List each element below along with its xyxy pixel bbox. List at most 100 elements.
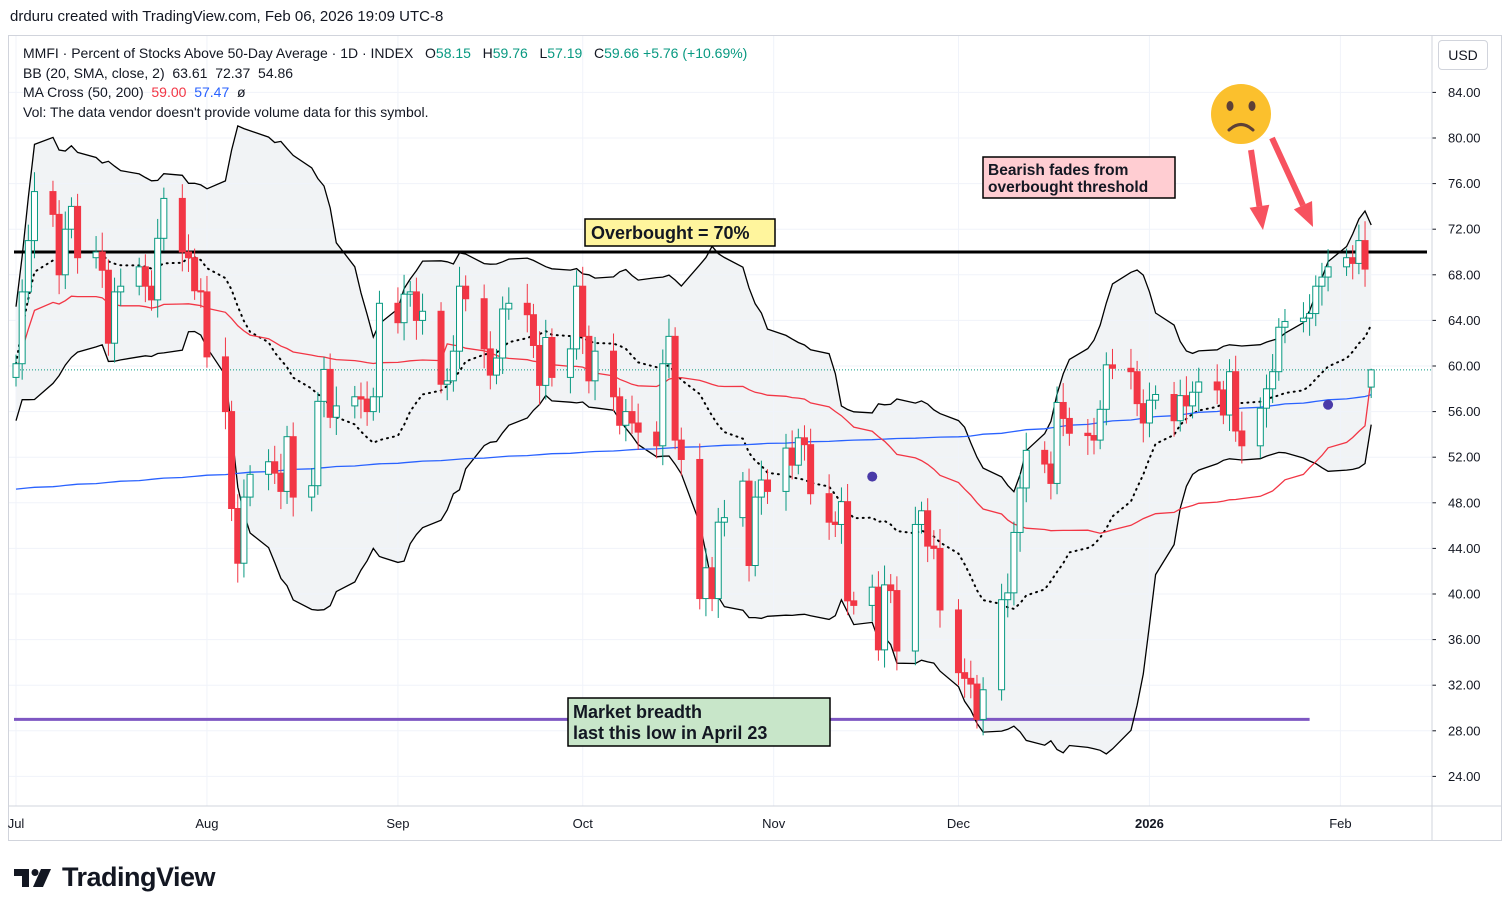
candle-body-down xyxy=(1047,463,1055,484)
candle xyxy=(1010,521,1018,606)
ma-cross-symbol: ø xyxy=(237,84,246,100)
candle-body-up xyxy=(30,191,38,242)
x-tick-label: Dec xyxy=(947,816,971,831)
candle-body-down xyxy=(893,590,901,652)
candle-body-down xyxy=(585,335,593,382)
candle-body-down xyxy=(221,356,229,413)
candle xyxy=(548,328,556,387)
candle-body-up xyxy=(573,285,581,350)
candle xyxy=(412,277,420,340)
candle xyxy=(203,275,211,368)
candle-body-down xyxy=(831,521,839,525)
currency-button[interactable]: USD xyxy=(1438,40,1488,70)
y-tick-label: 72.00 xyxy=(1448,222,1481,237)
candle-body-down xyxy=(191,257,199,292)
candle-body-up xyxy=(1102,364,1110,410)
candle xyxy=(714,507,722,618)
candle-body-up xyxy=(406,291,414,295)
candle xyxy=(74,193,82,274)
candle xyxy=(751,481,759,577)
candle-body-down xyxy=(764,479,772,492)
candle xyxy=(332,386,340,435)
open-label: O xyxy=(425,45,436,61)
tradingview-logo[interactable]: TradingView xyxy=(14,862,216,893)
candle-body-down xyxy=(800,437,808,446)
candle xyxy=(1189,381,1197,419)
y-tick-label: 32.00 xyxy=(1448,678,1481,693)
candle-body-up xyxy=(160,197,168,239)
chart-caption: drduru created with TradingView.com, Feb… xyxy=(10,8,444,25)
candle xyxy=(12,354,20,387)
candle xyxy=(529,303,537,359)
candle-body-up xyxy=(979,689,987,720)
candle-body-down xyxy=(234,508,242,564)
y-tick-label: 48.00 xyxy=(1448,495,1481,510)
candle-body-down xyxy=(529,314,537,346)
change-value: +5.76 (+10.69%) xyxy=(643,45,748,61)
candle-body-up xyxy=(449,350,457,382)
x-tick-label: Sep xyxy=(386,816,409,831)
vol-legend-row[interactable]: Vol: The data vendor doesn't provide vol… xyxy=(23,103,747,123)
candle-body-down xyxy=(548,337,556,378)
ma-legend-row[interactable]: MA Cross (50, 200) 59.00 57.47 ø xyxy=(23,83,747,103)
candle-body-down xyxy=(634,422,642,433)
candle-body-up xyxy=(456,285,464,352)
y-tick-label: 52.00 xyxy=(1448,450,1481,465)
candle xyxy=(800,425,808,461)
candle-body-up xyxy=(1299,317,1307,323)
candle xyxy=(326,353,334,429)
candle xyxy=(154,218,162,318)
y-tick-label: 40.00 xyxy=(1448,587,1481,602)
candle-body-up xyxy=(720,517,728,523)
candle-body-up xyxy=(246,473,254,498)
bearish-label-box xyxy=(982,156,1176,199)
candle xyxy=(308,468,316,512)
candle-body-up xyxy=(1318,276,1326,287)
candle-body-up xyxy=(1152,394,1160,401)
candle-body-down xyxy=(961,672,969,679)
candle xyxy=(1102,352,1110,426)
candle xyxy=(240,479,248,578)
overbought-label-box xyxy=(584,218,776,247)
candle-body-down xyxy=(363,398,371,413)
candle xyxy=(1318,262,1326,306)
chart-frame xyxy=(8,35,1502,841)
x-tick-label: 2026 xyxy=(1135,816,1164,831)
candle xyxy=(400,274,408,341)
candle xyxy=(1133,360,1141,417)
candle xyxy=(437,302,445,394)
candle xyxy=(221,337,229,430)
candle-body-up xyxy=(92,251,100,259)
candle xyxy=(782,433,790,511)
candle-body-down xyxy=(1349,257,1357,264)
candle-body-up xyxy=(1281,321,1289,328)
candle xyxy=(480,284,488,369)
candle-body-up xyxy=(702,567,710,600)
candle xyxy=(357,382,365,419)
symbol-legend-row[interactable]: MMFI · Percent of Stocks Above 50-Day Av… xyxy=(23,44,747,64)
candle xyxy=(1361,221,1369,287)
logo-text: TradingView xyxy=(62,862,216,892)
face-eye-left xyxy=(1226,101,1234,111)
candle-body-up xyxy=(1226,371,1234,416)
candle-body-down xyxy=(486,348,494,376)
candle xyxy=(1096,400,1104,450)
candle-body-down xyxy=(228,411,236,510)
candle xyxy=(628,395,636,434)
candle-body-down xyxy=(807,444,815,495)
candle xyxy=(1022,432,1030,503)
candle-body-up xyxy=(320,368,328,402)
y-tick-label: 56.00 xyxy=(1448,404,1481,419)
bb-label: BB (20, SMA, close, 2) xyxy=(23,64,165,81)
bb-legend-row[interactable]: BB (20, SMA, close, 2) 63.61 72.37 54.86 xyxy=(23,64,747,84)
candle xyxy=(1275,318,1283,381)
candle-body-down xyxy=(825,493,833,523)
candle xyxy=(1065,407,1073,446)
candle-body-up xyxy=(400,293,408,324)
chart-legend: MMFI · Percent of Stocks Above 50-Day Av… xyxy=(23,44,747,122)
arrow-right-shaft xyxy=(1269,136,1306,207)
y-tick-label: 28.00 xyxy=(1448,723,1481,738)
y-tick-label: 44.00 xyxy=(1448,541,1481,556)
x-tick-label: Oct xyxy=(573,816,594,831)
